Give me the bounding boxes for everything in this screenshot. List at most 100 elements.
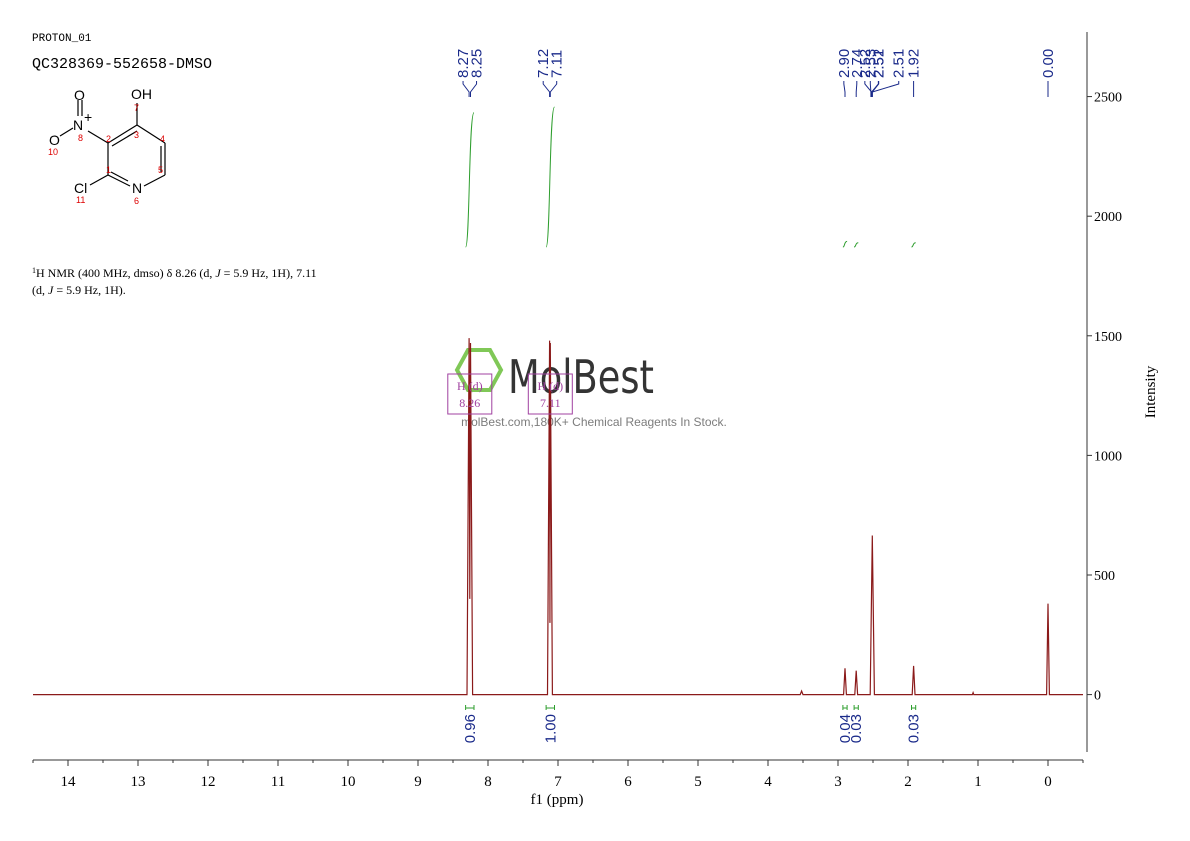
bond (110, 171, 129, 182)
x-tick-label: 5 (694, 774, 702, 790)
y-tick-label: 0 (1094, 689, 1101, 704)
peak-connector (871, 81, 900, 97)
text: J (48, 283, 54, 297)
bond (143, 174, 166, 187)
bond (111, 130, 138, 147)
watermark-icon (454, 348, 504, 392)
integral-label: 0.96 (462, 714, 479, 743)
peak-label: 2.53 (862, 49, 879, 78)
y-tick-label: 2000 (1094, 210, 1122, 225)
x-tick-label: 13 (131, 774, 146, 790)
peak-connector (843, 81, 846, 97)
bond (107, 174, 131, 187)
atom: N (132, 180, 142, 196)
sample-name: QC328369-552658-DMSO (32, 56, 212, 73)
integral-label: 0.04 (837, 714, 854, 743)
x-tick-label: 7 (554, 774, 562, 790)
integral-bracket (545, 705, 555, 710)
header-title: PROTON_01 (32, 33, 92, 45)
integral-curve (911, 242, 916, 248)
x-tick-label: 0 (1044, 774, 1052, 790)
peak-label: 7.11 (549, 50, 566, 78)
peak-label: 2.51 (891, 49, 908, 78)
atom: O (74, 87, 85, 103)
x-tick-label: 14 (61, 774, 77, 790)
bond (87, 130, 109, 144)
watermark-text: molBest.com,180K+ Chemical Reagents In S… (461, 415, 727, 429)
description: (d, J = 5.9 Hz, 1H). (32, 283, 126, 297)
atom-number: 7 (134, 103, 139, 113)
bond (89, 174, 109, 186)
y-tick-label: 1500 (1094, 330, 1122, 345)
watermark: MolBest molBest.com,180K+ Chemical Reage… (454, 348, 727, 429)
structure: O N + O OH Cl N 7 8 2 3 4 5 1 6 10 11 (48, 86, 166, 206)
x-tick-label: 11 (271, 774, 285, 790)
atom: OH (131, 86, 152, 102)
integral-label: 0.03 (906, 714, 923, 743)
x-axis-label: f1 (ppm) (531, 792, 584, 808)
watermark-logo: MolBest (508, 350, 654, 404)
peak-label: 2.74 (849, 49, 866, 78)
multiplet-shift: 7.11 (540, 396, 561, 410)
x-tick-label: 4 (764, 774, 772, 790)
peak-label: 2.90 (836, 49, 853, 78)
atom-number: 3 (134, 130, 139, 140)
sup: 1 (32, 266, 36, 275)
text: J (215, 266, 221, 280)
peak-connector (470, 81, 478, 97)
atom-number: 2 (106, 134, 111, 144)
multiplet-shift: 8.26 (459, 396, 480, 410)
text: (d, (32, 283, 48, 297)
x-tick-label: 1 (974, 774, 982, 790)
integral-bracket (465, 705, 475, 710)
peak-label: 8.27 (455, 49, 472, 78)
text: H NMR (400 MHz, dmso) δ 8.26 (d, (36, 266, 215, 280)
atom-number: 8 (78, 133, 83, 143)
y-tick-label: 2500 (1094, 91, 1122, 106)
integral-curve (545, 106, 555, 248)
integral-curve (842, 240, 848, 248)
integral-bracket (911, 705, 917, 710)
multiplet-box (527, 373, 573, 415)
atom-number: 6 (134, 196, 139, 206)
integral-curve (853, 242, 859, 248)
atom-number: 10 (48, 147, 58, 157)
x-tick-label: 6 (624, 774, 632, 790)
multiplet-label: H (d) (537, 379, 563, 393)
peak-label: 2.52 (857, 49, 874, 78)
atom-charge: + (84, 109, 92, 125)
y-axis-label: Intensity (1143, 365, 1159, 418)
integral-label: 1.00 (542, 714, 559, 743)
bond (136, 124, 166, 144)
x-tick-label: 2 (904, 774, 912, 790)
peak-label: 1.92 (906, 49, 923, 78)
integral-label: 0.03 (848, 714, 865, 743)
atom: O (49, 132, 60, 148)
y-tick-label: 500 (1094, 569, 1115, 584)
atom-number: 1 (106, 165, 111, 175)
text: = 5.9 Hz, 1H). (53, 283, 125, 297)
description: 1H NMR (400 MHz, dmso) δ 8.26 (d, J = 5.… (32, 266, 317, 280)
x-tick-label: 8 (484, 774, 492, 790)
x-tick-label: 12 (201, 774, 216, 790)
integral-bracket (842, 705, 848, 710)
bond (107, 124, 138, 144)
peak-label: 2.52 (870, 49, 887, 78)
peak-label: 2.51 (871, 49, 888, 78)
x-tick-label: 10 (341, 774, 356, 790)
text: = 5.9 Hz, 1H), 7.11 (221, 266, 317, 280)
atom: Cl (74, 180, 87, 196)
atom-number: 5 (158, 165, 163, 175)
atom: N (73, 117, 83, 133)
x-tick-label: 9 (414, 774, 422, 790)
peak-label: 0.00 (1040, 49, 1057, 78)
atom-number: 11 (76, 195, 85, 205)
peak-connector (462, 81, 470, 97)
peak-connector (869, 81, 872, 97)
x-tick-label: 3 (834, 774, 842, 790)
peak-connector (542, 81, 551, 97)
y-tick-label: 1000 (1094, 449, 1122, 464)
peak-label: 7.12 (535, 49, 552, 78)
multiplet-label: H (d) (457, 379, 483, 393)
